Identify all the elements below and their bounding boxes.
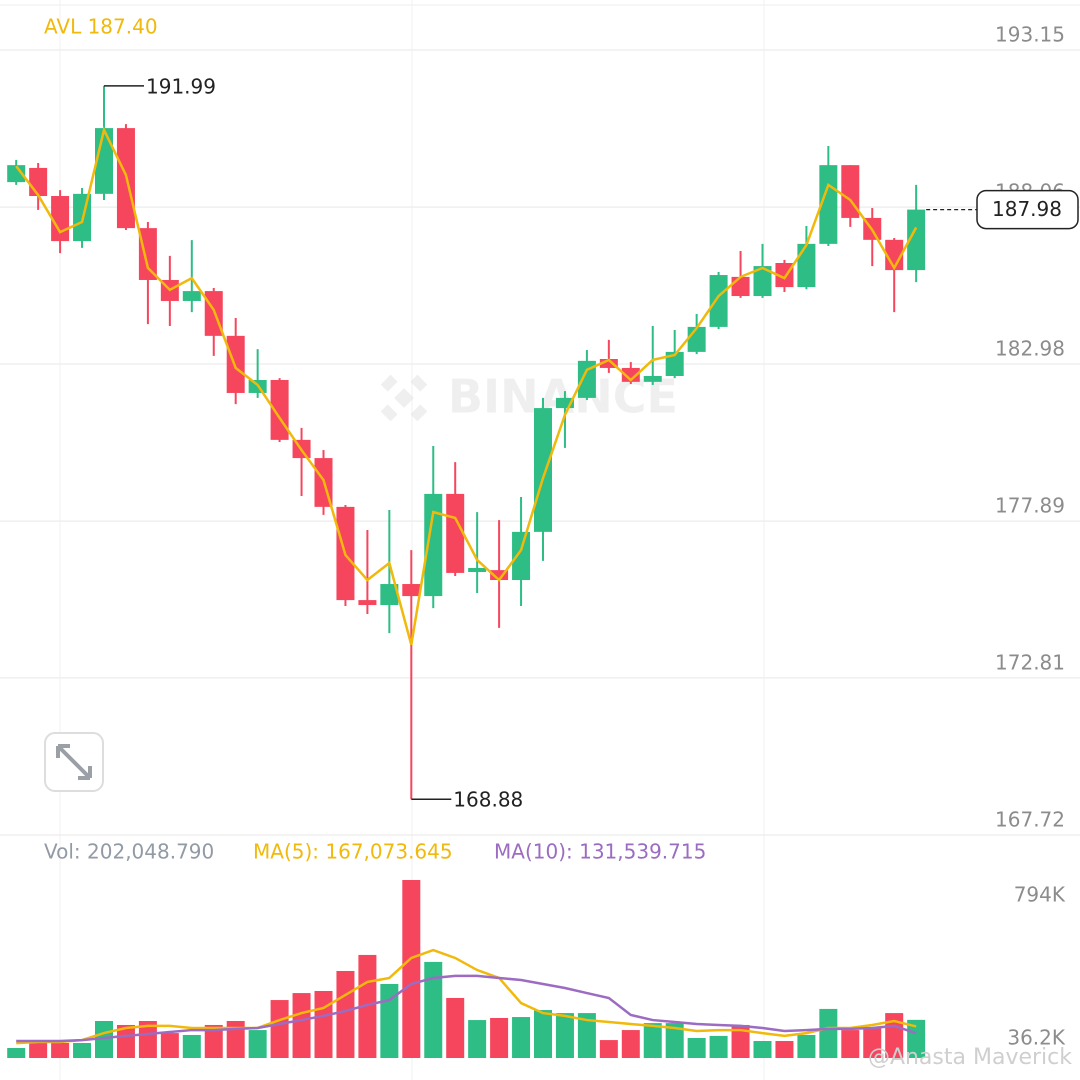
volume-bar: [204, 1024, 223, 1058]
volume-bar: [665, 1023, 684, 1058]
candle-body: [643, 375, 662, 382]
ma10-legend: MA(10): 131,539.715: [494, 840, 706, 864]
volume-bar: [797, 1034, 816, 1058]
candle-body: [226, 335, 245, 393]
volume-bar: [907, 1019, 926, 1058]
candle-body: [490, 570, 509, 581]
candle-body: [731, 276, 750, 297]
volume-bar: [160, 1033, 179, 1058]
volume-ma-line: [16, 974, 917, 1043]
candle-body: [819, 165, 838, 244]
expand-button[interactable]: [44, 732, 104, 792]
volume-bar: [7, 1047, 26, 1058]
candle-body: [555, 397, 574, 409]
candle-body: [687, 326, 706, 352]
y-tick-label: 172.81: [995, 650, 1065, 674]
volume-bar: [512, 1017, 531, 1058]
ma5-legend: MA(5): 167,073.645: [253, 840, 453, 864]
volume-bar: [270, 1000, 289, 1058]
candle-body: [534, 408, 552, 532]
candle-body: [358, 600, 377, 606]
volume-bar: [819, 1008, 838, 1058]
expand-icon[interactable]: [56, 744, 92, 780]
volume-bar: [885, 1013, 904, 1058]
candle-body: [138, 228, 157, 280]
candle-body: [380, 584, 399, 606]
volume-bar: [226, 1021, 245, 1058]
y-tick-label: 193.15: [995, 23, 1065, 47]
volume-bar: [643, 1023, 662, 1058]
candle-body: [468, 567, 487, 572]
candle-body: [446, 493, 465, 573]
volume-bar: [51, 1042, 70, 1058]
volume-bar: [248, 1030, 267, 1058]
candle-body: [512, 531, 531, 581]
volume-ma-line: [16, 948, 917, 1045]
volume-bar: [138, 1021, 157, 1058]
last-price-label: 187.98: [992, 197, 1062, 221]
low-annotation: 168.88: [453, 788, 523, 812]
volume-bar: [577, 1013, 596, 1058]
y-tick-label: 167.72: [995, 808, 1065, 832]
volume-bar: [687, 1037, 706, 1058]
volume-bar: [731, 1024, 750, 1058]
high-annotation: 191.99: [146, 74, 216, 98]
y-tick-label: 182.98: [995, 336, 1065, 360]
volume-bar: [555, 1013, 574, 1058]
candle-body: [665, 351, 684, 376]
candle-body: [182, 291, 201, 301]
volume-bar: [95, 1021, 113, 1058]
candle-body: [753, 266, 772, 297]
legend-text: AVL 187.40: [44, 15, 158, 39]
volume-bar: [599, 1040, 618, 1058]
candle-body: [402, 584, 421, 597]
volume-bar: [424, 961, 443, 1058]
volume-bar: [753, 1041, 772, 1058]
candle-body: [709, 275, 728, 327]
volume-bar: [314, 990, 333, 1058]
volume-bar: [490, 1017, 509, 1058]
volume-bar: [292, 993, 311, 1058]
candle-body: [775, 263, 794, 288]
candle-body: [29, 167, 48, 197]
credit: @Anasta Maverick: [868, 1045, 1072, 1070]
watermark-text: BINANCE: [448, 370, 678, 424]
volume-tick-label: 36.2K: [1007, 1026, 1066, 1050]
avl-line: [15, 126, 918, 646]
volume-bar: [336, 970, 355, 1058]
y-tick-label: 177.89: [995, 494, 1065, 518]
volume-bar: [841, 1030, 860, 1058]
volume-bar: [709, 1035, 728, 1058]
volume-bar: [402, 880, 421, 1058]
volume-bar: [73, 1042, 92, 1058]
volume-bar: [863, 1027, 882, 1058]
volume-bar: [534, 1010, 552, 1058]
volume-bar: [468, 1020, 487, 1058]
volume-bar: [446, 997, 465, 1058]
volume-bar: [775, 1041, 794, 1058]
volume-bar: [380, 984, 399, 1058]
candle-body: [51, 196, 70, 242]
volume-tick-label: 794K: [1014, 883, 1066, 907]
volume-legend: Vol: 202,048.790: [44, 840, 214, 864]
candle-body: [577, 360, 596, 398]
volume-bar: [182, 1034, 201, 1058]
candle-body: [7, 165, 26, 183]
candle-body: [797, 243, 816, 288]
last-price-tag: [976, 189, 1079, 230]
candle-body: [621, 367, 640, 382]
candle-body: [599, 359, 618, 368]
volume-bar: [116, 1024, 135, 1058]
volume-bar: [29, 1042, 48, 1058]
candle-body: [907, 209, 926, 271]
volume-bar: [621, 1030, 640, 1058]
candle-body: [424, 493, 443, 597]
